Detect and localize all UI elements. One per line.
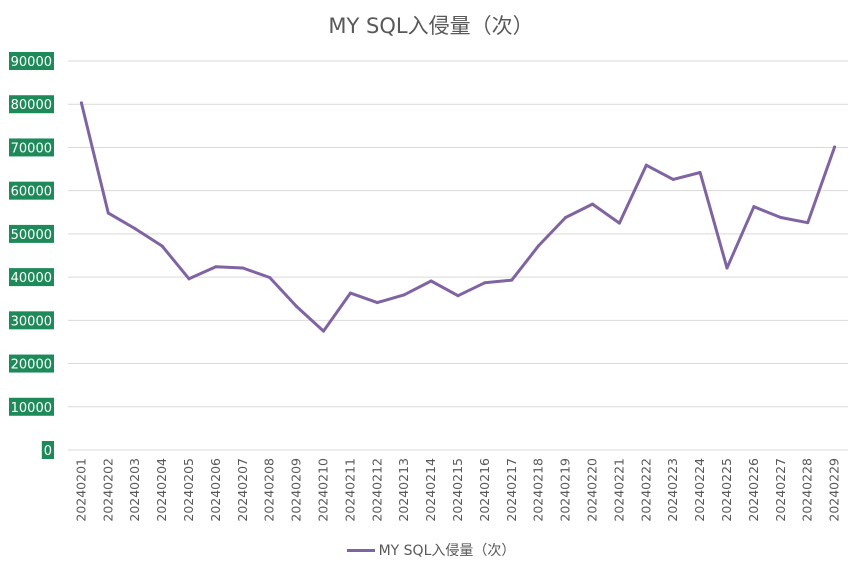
x-tick-label: 20240210 — [316, 458, 331, 522]
data-point — [806, 221, 810, 225]
data-point — [402, 293, 406, 297]
y-tick-label: 80000 — [11, 98, 52, 113]
x-tick-label: 20240201 — [73, 458, 88, 522]
data-point — [429, 279, 433, 283]
data-point — [779, 215, 783, 219]
data-point — [537, 244, 541, 248]
y-tick-label: 90000 — [11, 55, 52, 70]
x-tick-label: 20240215 — [450, 458, 465, 522]
data-point — [268, 276, 272, 280]
x-tick-label: 20240226 — [746, 458, 761, 522]
x-tick-label: 20240207 — [235, 458, 250, 522]
legend-swatch — [346, 548, 375, 552]
x-tick-label: 20240223 — [665, 458, 680, 522]
data-point — [214, 265, 218, 269]
data-point — [698, 171, 702, 175]
y-tick: 90000 — [9, 52, 54, 70]
x-tick-label: 20240212 — [369, 458, 384, 522]
data-point — [348, 291, 352, 295]
y-tick-label: 40000 — [11, 271, 52, 286]
series-group — [79, 101, 837, 333]
x-tick-label: 20240222 — [638, 458, 653, 522]
x-tick-label: 20240213 — [396, 458, 411, 522]
x-tick-label: 20240202 — [100, 458, 115, 522]
data-point — [752, 205, 756, 209]
y-tick-label: 50000 — [11, 228, 52, 243]
x-tick-label: 20240221 — [611, 458, 626, 522]
y-tick: 40000 — [9, 268, 54, 287]
x-tick-label: 20240227 — [773, 458, 788, 522]
x-tick-label: 20240217 — [504, 458, 519, 522]
x-tick-label: 20240206 — [208, 458, 223, 522]
y-tick-background — [41, 441, 54, 459]
y-tick: 70000 — [9, 138, 54, 157]
x-tick-label: 20240204 — [154, 458, 169, 522]
x-tick-label: 20240203 — [127, 458, 142, 522]
x-tick-label: 20240209 — [289, 458, 304, 522]
y-tick-background — [9, 268, 54, 287]
y-tick: 80000 — [9, 95, 54, 114]
x-tick-label: 20240229 — [827, 458, 842, 522]
data-point — [375, 301, 379, 305]
data-point — [725, 266, 729, 270]
x-tick-label: 20240224 — [692, 458, 707, 522]
y-tick-background — [9, 95, 54, 114]
x-tick-label: 20240205 — [181, 458, 196, 522]
data-point — [187, 277, 191, 281]
x-tick-label: 20240211 — [342, 458, 357, 522]
y-tick: 10000 — [9, 397, 54, 416]
x-tick-label: 20240208 — [262, 458, 277, 522]
data-point — [79, 101, 83, 105]
x-tick-label: 20240219 — [558, 458, 573, 522]
data-point — [295, 305, 299, 309]
data-point — [456, 294, 460, 298]
data-point — [241, 266, 245, 270]
y-tick-label: 0 — [44, 444, 52, 459]
x-tick-label: 20240214 — [423, 458, 438, 522]
data-point — [671, 177, 675, 181]
data-point — [133, 227, 137, 231]
data-point — [833, 145, 837, 149]
data-point — [160, 244, 164, 248]
y-tick-label: 60000 — [11, 185, 52, 200]
data-point — [510, 278, 514, 282]
y-tick: 50000 — [9, 224, 54, 243]
y-tick-background — [9, 311, 54, 330]
legend-label: MY SQL入侵量（次） — [378, 543, 516, 559]
y-tick-label: 30000 — [11, 314, 52, 329]
legend: MY SQL入侵量（次） — [0, 540, 862, 560]
y-tick-background — [9, 354, 54, 373]
y-tick-background — [9, 138, 54, 157]
y-tick-background — [9, 224, 54, 243]
y-tick-label: 70000 — [11, 141, 52, 156]
y-tick: 60000 — [9, 181, 54, 200]
y-tick: 30000 — [9, 311, 54, 330]
y-tick-label: 20000 — [11, 358, 52, 373]
data-point — [564, 215, 568, 219]
chart-title: MY SQL入侵量（次） — [328, 14, 534, 38]
x-tick-label: 20240220 — [584, 458, 599, 522]
y-tick-background — [9, 181, 54, 200]
gridlines — [68, 60, 848, 451]
y-tick: 20000 — [9, 354, 54, 373]
x-tick-label: 20240218 — [531, 458, 546, 522]
x-tick-label: 20240228 — [800, 458, 815, 522]
x-axis-ticks: 20240201 20240202 20240203 20240204 20240205… — [73, 458, 841, 522]
data-point — [590, 202, 594, 206]
y-tick-background — [9, 397, 54, 416]
x-tick-label: 20240216 — [477, 458, 492, 522]
y-tick: 0 — [41, 441, 54, 459]
data-point — [322, 329, 326, 333]
y-tick-background — [9, 52, 54, 70]
data-point — [106, 211, 110, 215]
y-tick-label: 10000 — [11, 401, 52, 416]
y-axis-ticks: 0 10000 20000 30000 40000 50000 60000 70000 8000… — [9, 52, 54, 459]
x-tick-label: 20240225 — [719, 458, 734, 522]
data-point — [644, 163, 648, 167]
data-point — [483, 281, 487, 285]
data-point — [617, 221, 621, 225]
